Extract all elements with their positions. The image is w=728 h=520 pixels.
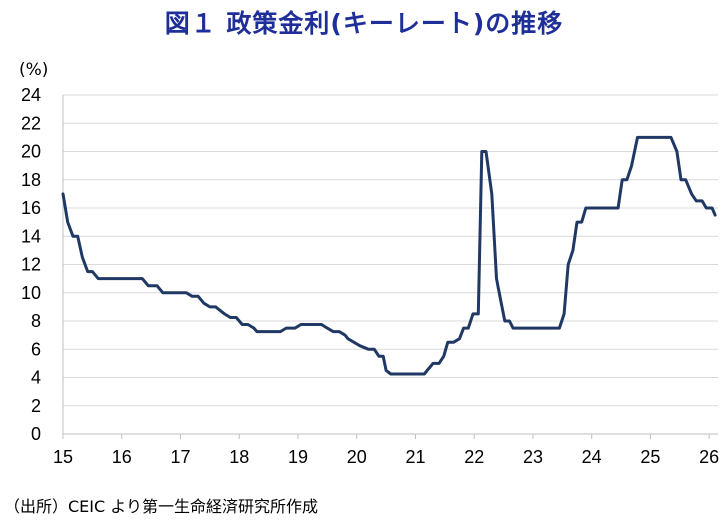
y-tick-label: 20 xyxy=(21,142,41,162)
y-tick-label: 22 xyxy=(21,113,41,133)
chart-title: 図１ 政策金利(キーレート)の推移 xyxy=(164,9,564,38)
y-tick-label: 24 xyxy=(21,85,41,105)
axes xyxy=(62,95,718,439)
y-tick-label: 16 xyxy=(21,198,41,218)
y-tick-label: 6 xyxy=(31,339,41,359)
x-tick-label: 20 xyxy=(347,447,367,467)
x-tick-label: 22 xyxy=(464,447,484,467)
x-tick-label: 26 xyxy=(699,447,719,467)
y-axis-unit-label: (%) xyxy=(19,60,49,80)
y-tick-label: 18 xyxy=(21,170,41,190)
x-tick-label: 21 xyxy=(405,447,425,467)
grid-lines xyxy=(63,94,718,407)
y-tick-label: 4 xyxy=(31,368,41,388)
policy-rate-line xyxy=(61,135,717,376)
series-layer xyxy=(61,135,717,376)
x-tick-label: 16 xyxy=(112,447,132,467)
y-tick-label: 12 xyxy=(21,255,41,275)
x-tick-label: 17 xyxy=(170,447,190,467)
y-tick-label: 14 xyxy=(21,226,41,246)
source-note: （出所）CEIC より第一生命経済研究所作成 xyxy=(4,497,318,516)
y-tick-label: 10 xyxy=(21,283,41,303)
y-tick-label: 0 xyxy=(31,424,41,444)
x-tick-label: 15 xyxy=(53,447,73,467)
x-tick-label: 18 xyxy=(229,447,249,467)
x-tick-label: 25 xyxy=(640,447,660,467)
x-tick-label: 24 xyxy=(582,447,602,467)
y-tick-label: 8 xyxy=(31,311,41,331)
x-tick-label: 23 xyxy=(523,447,543,467)
y-tick-label: 2 xyxy=(31,396,41,416)
x-tick-labels: 15 16 17 18 19 20 21 22 23 24 25 26 xyxy=(53,447,719,467)
x-tick-label: 19 xyxy=(288,447,308,467)
